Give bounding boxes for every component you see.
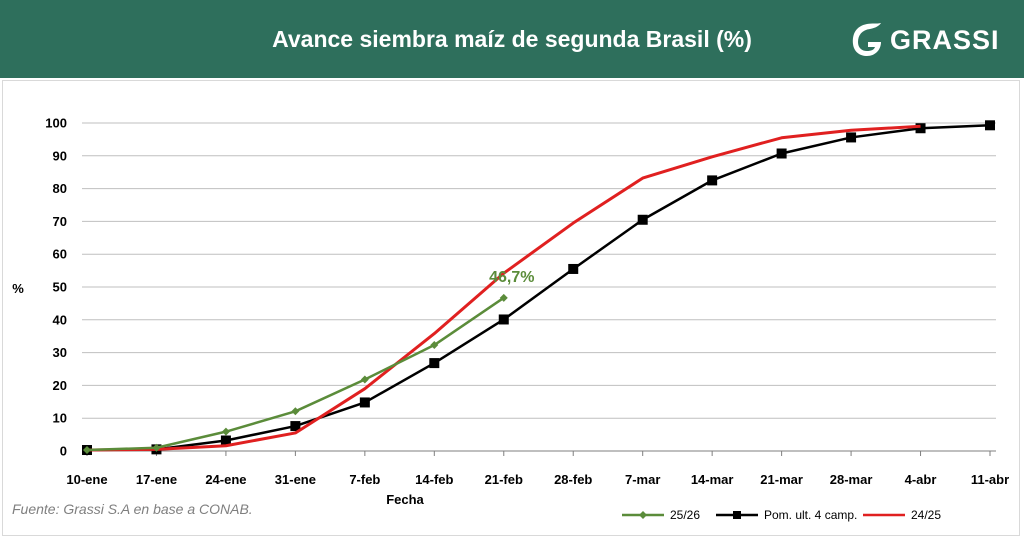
y-tick-label: 20 (53, 378, 67, 393)
x-axis-label: Fecha (386, 492, 424, 507)
legend-label: Pom. ult. 4 camp. (764, 508, 857, 522)
y-tick-label: 100 (45, 116, 67, 131)
gridlines (82, 122, 996, 452)
series-lines (82, 120, 995, 456)
y-tick-label: 0 (60, 444, 67, 459)
data-point (429, 358, 440, 369)
data-label: 46,7% (489, 269, 534, 286)
y-tick-label: 80 (53, 181, 67, 196)
data-point (359, 397, 370, 408)
data-point (637, 214, 648, 225)
x-tick-label: 4-abr (905, 472, 937, 487)
data-point (499, 293, 508, 302)
y-tick-label: 90 (53, 148, 67, 163)
legend-marker (639, 511, 647, 519)
x-tick-label: 28-feb (554, 472, 592, 487)
legend-entry: 25/26 (622, 508, 700, 522)
series-line (86, 124, 991, 452)
data-point (776, 148, 787, 159)
annotations: 46,7% (489, 269, 534, 286)
x-tick-label: 7-mar (625, 472, 660, 487)
x-tick-label: 10-ene (66, 472, 107, 487)
series-25-26 (83, 293, 508, 455)
x-tick-label: 11-abr (971, 472, 1009, 487)
legend: 25/26 Pom. ult. 4 camp. 24/25 (622, 508, 941, 522)
y-axis-label: % (12, 281, 24, 296)
y-tick-label: 30 (53, 345, 67, 360)
y-tick-label: 50 (53, 280, 67, 295)
legend-marker (733, 511, 741, 519)
data-point (221, 427, 230, 436)
legend-label: 25/26 (670, 508, 700, 522)
x-tick-label: 14-mar (691, 472, 734, 487)
data-point (291, 407, 300, 416)
brand-name: GRASSI (890, 24, 1000, 55)
series-pom-ult-4-camp (82, 120, 995, 456)
data-point (290, 421, 301, 432)
leaf-g-logo-icon (852, 23, 881, 56)
x-tick-label: 7-feb (349, 472, 380, 487)
data-point (985, 120, 995, 131)
header-bar: Avance siembra maíz de segunda Brasil (%… (0, 0, 1024, 78)
series-24-25 (86, 124, 921, 452)
x-tick-label: 14-feb (415, 472, 453, 487)
y-axis-ticks: 0 10 20 30 40 50 60 70 80 90 100 (45, 116, 67, 459)
legend-label: 24/25 (911, 508, 941, 522)
data-point (846, 132, 857, 143)
y-tick-label: 70 (53, 214, 67, 229)
y-tick-label: 40 (53, 312, 67, 327)
data-point (152, 443, 161, 452)
source-note: Fuente: Grassi S.A en base a CONAB. (12, 501, 253, 517)
data-point (360, 375, 369, 384)
legend-entry: 24/25 (863, 508, 941, 522)
x-tick-label: 24-ene (205, 472, 246, 487)
data-point (915, 123, 926, 134)
x-tick-label: 31-ene (275, 472, 316, 487)
y-tick-label: 60 (53, 247, 67, 262)
x-tick-label: 21-mar (760, 472, 803, 487)
chart-title: Avance siembra maíz de segunda Brasil (%… (272, 26, 752, 52)
legend-entry: Pom. ult. 4 camp. (716, 508, 857, 522)
chart-frame (2, 80, 1020, 536)
data-point (220, 435, 231, 446)
series-line (86, 124, 921, 452)
x-tick-label: 17-ene (136, 472, 177, 487)
data-point (707, 175, 718, 186)
x-axis-ticks: 10-ene 17-ene 24-ene 31-ene 7-feb 14-feb 21-fe… (66, 451, 1009, 487)
data-point (568, 263, 579, 274)
data-point (498, 314, 509, 325)
data-point (83, 446, 91, 455)
data-point (430, 341, 439, 350)
x-tick-label: 28-mar (830, 472, 873, 487)
y-tick-label: 10 (53, 411, 67, 426)
brand-logo: GRASSI (850, 20, 1000, 60)
x-tick-label: 21-feb (485, 472, 523, 487)
